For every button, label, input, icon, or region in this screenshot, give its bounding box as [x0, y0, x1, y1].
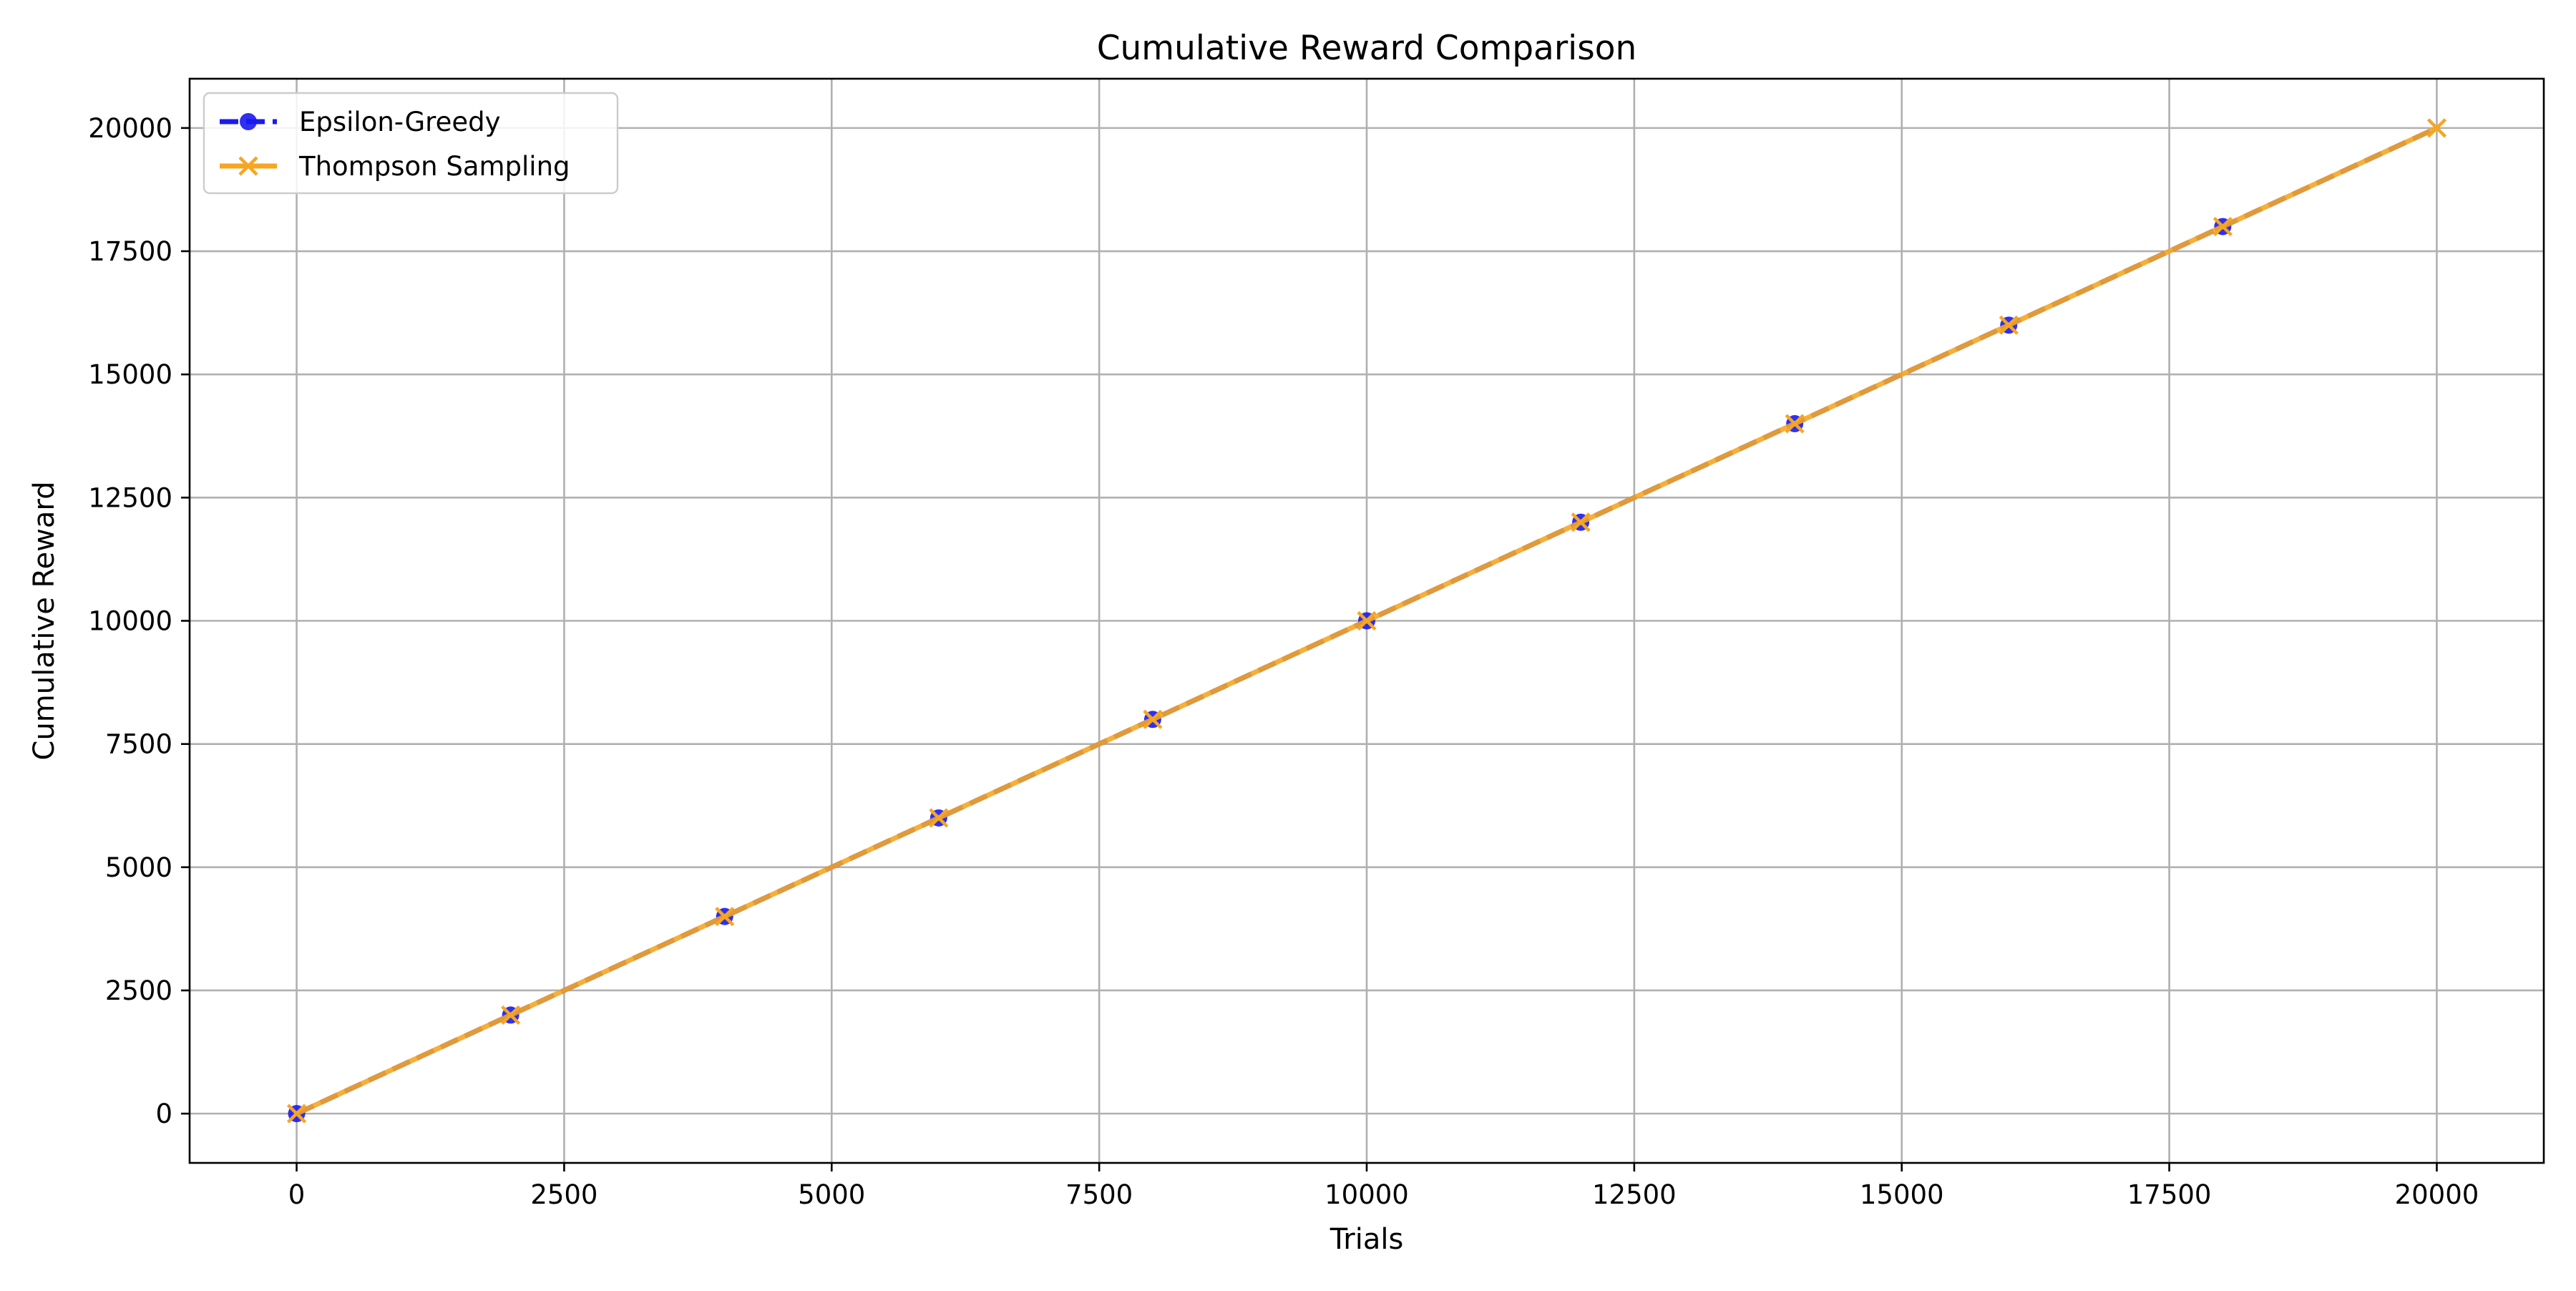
- x-tick-label: 0: [288, 1179, 306, 1210]
- legend-label: Epsilon-Greedy: [299, 107, 500, 137]
- x-tick-label: 2500: [530, 1179, 597, 1210]
- x-tick-label: 17500: [2127, 1179, 2212, 1210]
- chart-title: Cumulative Reward Comparison: [1097, 29, 1637, 68]
- x-tick-label: 7500: [1065, 1179, 1133, 1210]
- y-tick-label: 5000: [105, 852, 172, 883]
- legend-label: Thompson Sampling: [298, 151, 570, 182]
- x-tick-label: 20000: [2395, 1179, 2479, 1210]
- legend-marker: [240, 113, 257, 130]
- y-tick-label: 2500: [105, 975, 172, 1006]
- y-tick-label: 17500: [88, 236, 172, 267]
- x-axis-label: Trials: [1330, 1223, 1404, 1256]
- legend: Epsilon-Greedy Thompson Sampling: [203, 92, 619, 195]
- axis-ticks: 0 2500 5000 7500 10000 12500 15000 17500 20000 0 2…: [88, 113, 2479, 1210]
- y-tick-label: 12500: [88, 482, 172, 513]
- data-point: [1357, 610, 1377, 631]
- y-tick-label: 15000: [88, 359, 172, 390]
- data-point: [1785, 414, 1805, 434]
- data-point: [2212, 216, 2233, 237]
- legend-box: [203, 92, 619, 195]
- y-tick-label: 7500: [105, 729, 172, 760]
- legend-item: Epsilon-Greedy: [220, 107, 500, 137]
- y-axis-label: Cumulative Reward: [28, 482, 61, 761]
- data-point: [286, 1104, 307, 1124]
- y-tick-label: 20000: [88, 113, 172, 144]
- data-point: [501, 1005, 521, 1026]
- data-point: [715, 907, 735, 927]
- legend-marker: [238, 156, 258, 176]
- x-tick-label: 10000: [1324, 1179, 1409, 1210]
- series-thompson-sampling: [286, 118, 2447, 1124]
- y-tick-label: 10000: [88, 606, 172, 637]
- plot-frame: [188, 77, 2545, 1164]
- y-tick-label: 0: [155, 1098, 172, 1129]
- data-point: [929, 808, 949, 828]
- data-point: [1571, 512, 1591, 532]
- data-point: [1143, 709, 1163, 729]
- data-point: [1999, 315, 2019, 335]
- x-tick-label: 12500: [1592, 1179, 1677, 1210]
- x-tick-label: 15000: [1860, 1179, 1944, 1210]
- legend-item: Thompson Sampling: [220, 151, 570, 182]
- x-tick-label: 5000: [798, 1179, 865, 1210]
- data-series: [286, 118, 2447, 1124]
- data-point: [2426, 118, 2447, 138]
